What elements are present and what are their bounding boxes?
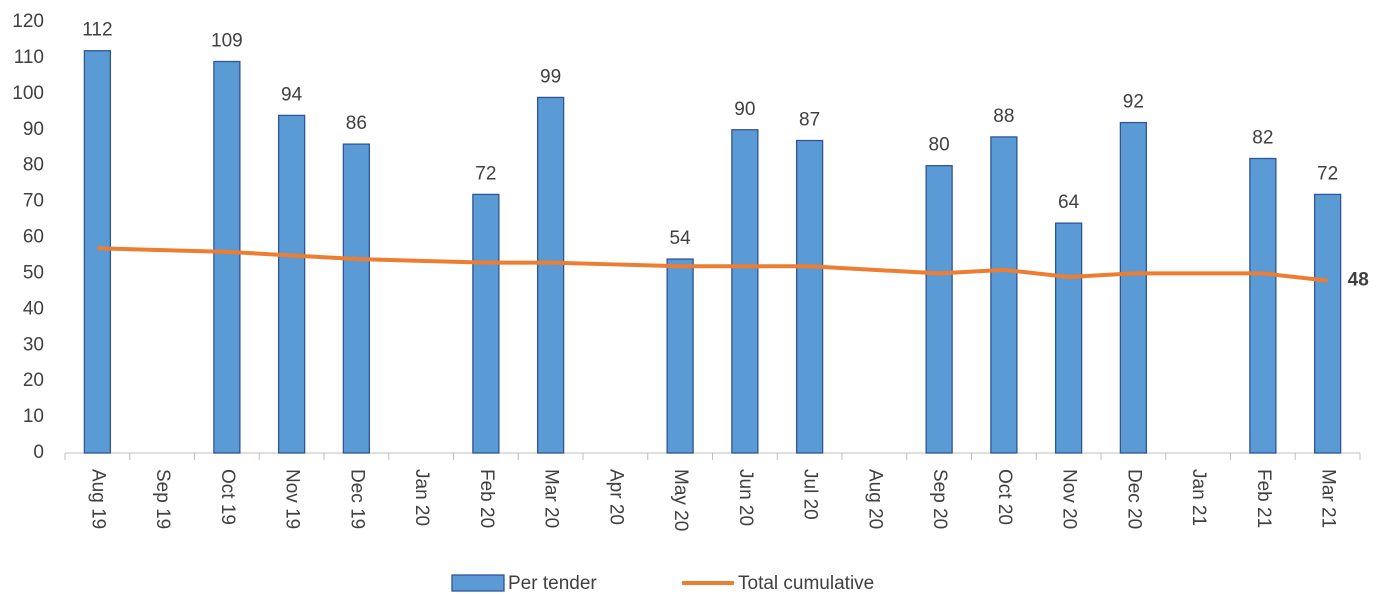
y-tick-label: 100 bbox=[12, 83, 44, 104]
data-label: 112 bbox=[82, 20, 112, 41]
y-tick-label: 60 bbox=[23, 227, 44, 248]
line bbox=[97, 246, 1328, 283]
x-tick-label: Feb 21 bbox=[1253, 469, 1274, 528]
legend-swatch bbox=[451, 574, 505, 592]
y-tick-label: 20 bbox=[23, 370, 44, 391]
x-tick-label: Mar 20 bbox=[541, 469, 562, 528]
bar bbox=[536, 96, 565, 454]
legend-label: Per tender bbox=[508, 573, 597, 594]
x-tick-label: Dec 19 bbox=[346, 469, 367, 529]
x-tick-label: Dec 20 bbox=[1123, 469, 1144, 529]
bar bbox=[277, 114, 306, 454]
data-label: 88 bbox=[993, 106, 1014, 127]
data-label: 87 bbox=[799, 110, 820, 131]
bar bbox=[1119, 121, 1148, 454]
y-tick-label: 90 bbox=[23, 119, 44, 140]
bar bbox=[666, 258, 694, 454]
bar bbox=[731, 129, 759, 454]
data-label: 94 bbox=[281, 84, 303, 105]
bar bbox=[213, 60, 241, 454]
x-tick-label: Jul 20 bbox=[800, 469, 821, 520]
data-label: 90 bbox=[734, 99, 755, 120]
data-label: 92 bbox=[1123, 92, 1144, 113]
data-label: 48 bbox=[1348, 270, 1369, 291]
y-tick-label: 40 bbox=[23, 298, 44, 319]
data-label: 99 bbox=[540, 66, 561, 87]
bar bbox=[1054, 222, 1083, 454]
y-tick-label: 120 bbox=[12, 11, 44, 32]
bar bbox=[472, 193, 500, 454]
bar bbox=[990, 136, 1018, 454]
x-tick-label: Aug 20 bbox=[864, 469, 885, 529]
bar bbox=[1249, 157, 1277, 454]
x-tick-label: Oct 19 bbox=[217, 469, 238, 525]
y-tick-label: 110 bbox=[14, 47, 44, 68]
y-tick-label: 70 bbox=[23, 191, 44, 212]
y-tick-label: 10 bbox=[23, 406, 44, 427]
data-label: 109 bbox=[211, 31, 243, 52]
y-tick-label: 0 bbox=[33, 442, 44, 463]
x-tick-label: Feb 20 bbox=[476, 469, 497, 528]
x-tick-label: Nov 20 bbox=[1059, 469, 1080, 529]
x-tick-label: Jan 21 bbox=[1188, 469, 1209, 526]
x-tick-label: May 20 bbox=[670, 469, 691, 531]
x-tick-label: Jun 20 bbox=[735, 469, 756, 526]
x-tick-label: Mar 21 bbox=[1318, 469, 1339, 528]
data-label: 82 bbox=[1252, 127, 1273, 148]
legend-label: Total cumulative bbox=[738, 573, 874, 594]
bar bbox=[83, 50, 112, 454]
x-tick-label: Nov 19 bbox=[282, 469, 303, 529]
x-tick-label: Sep 19 bbox=[152, 469, 173, 529]
bar bbox=[342, 143, 371, 454]
x-tick-label: Apr 20 bbox=[605, 469, 626, 525]
data-label: 64 bbox=[1058, 192, 1080, 213]
x-tick-label: Oct 20 bbox=[994, 469, 1015, 525]
x-tick-label: Aug 19 bbox=[87, 469, 108, 529]
y-tick-label: 80 bbox=[23, 155, 44, 176]
bar bbox=[795, 139, 824, 454]
data-label: 72 bbox=[475, 163, 496, 184]
bar bbox=[1313, 193, 1342, 454]
y-tick-label: 30 bbox=[23, 334, 44, 355]
data-label: 54 bbox=[670, 228, 692, 249]
x-tick-label: Jan 20 bbox=[411, 469, 432, 526]
y-tick-label: 50 bbox=[23, 262, 44, 283]
bar bbox=[925, 165, 953, 454]
data-label: 86 bbox=[346, 113, 367, 134]
x-tick-label: Sep 20 bbox=[929, 469, 950, 529]
data-label: 80 bbox=[929, 135, 950, 156]
data-label: 72 bbox=[1317, 163, 1338, 184]
